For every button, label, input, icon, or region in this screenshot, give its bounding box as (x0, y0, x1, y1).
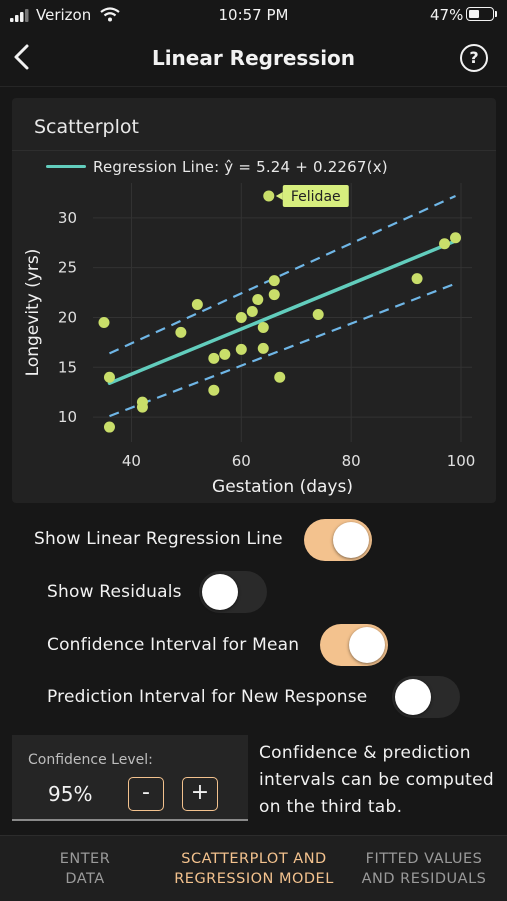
data-point (312, 308, 324, 320)
data-point (191, 299, 203, 311)
confidence-interval-toggle[interactable] (320, 624, 388, 666)
data-point (268, 289, 280, 301)
y-tick-label: 15 (58, 358, 77, 376)
data-point (274, 371, 286, 383)
data-point (439, 238, 451, 250)
x-tick-label: 60 (232, 452, 251, 470)
y-tick-label: 20 (58, 308, 77, 326)
confidence-level-label: Confidence Level: (28, 752, 153, 768)
annotation-pointer (275, 191, 283, 200)
confidence-underline (12, 819, 248, 821)
data-point (411, 273, 423, 285)
data-point (235, 311, 247, 323)
nav-divider (0, 86, 507, 87)
data-point (263, 190, 275, 202)
x-tick-label: 80 (342, 452, 361, 470)
confidence-interval-label: Confidence Interval for Mean (47, 635, 300, 655)
prediction-interval-label: Prediction Interval for New Response (47, 687, 368, 707)
confidence-level-value: 95% (48, 782, 93, 806)
data-point (219, 348, 231, 360)
card-divider (12, 150, 496, 151)
annotation-box (282, 184, 349, 207)
y-axis-label: Longevity (yrs) (23, 249, 43, 377)
y-tick-label: 30 (58, 209, 77, 227)
y-tick-label: 10 (58, 408, 77, 426)
x-tick-label: 40 (122, 452, 141, 470)
toggle-knob (349, 627, 385, 663)
data-point (257, 321, 269, 333)
interval-note: Confidence & prediction intervals can be… (259, 743, 494, 817)
confidence-band-upper (109, 194, 456, 355)
decrease-confidence-button[interactable]: - (128, 777, 164, 811)
signal-icon (10, 9, 29, 22)
battery-tip (495, 11, 497, 17)
show-regression-line-toggle[interactable] (304, 519, 372, 561)
legend-label: Regression Line: ŷ = 5.24 + 0.2267(x) (93, 158, 388, 176)
data-point (235, 343, 247, 355)
y-tick-label: 25 (58, 259, 77, 277)
wifi-icon (100, 7, 120, 22)
page-title: Linear Regression (151, 46, 356, 70)
data-point (103, 371, 115, 383)
data-point (175, 326, 187, 338)
carrier-label: Verizon (36, 6, 92, 24)
regression-line (107, 239, 458, 385)
confidence-band-lower (109, 282, 456, 418)
show-regression-line-label: Show Linear Regression Line (34, 529, 283, 549)
question-circle-icon[interactable]: ? (460, 44, 488, 72)
show-residuals-label: Show Residuals (47, 582, 182, 602)
scatterplot-chart: 40 60 80 100 10 15 20 25 30 Gestation (days) Longe… (23, 183, 476, 497)
data-point (208, 352, 220, 364)
card-title: Scatterplot (34, 116, 139, 138)
data-point (103, 421, 115, 433)
data-point (268, 275, 280, 287)
increase-confidence-button[interactable]: + (182, 777, 218, 811)
data-point (257, 342, 269, 354)
toggle-knob (395, 679, 431, 715)
data-point (136, 401, 148, 413)
tab-bar (0, 835, 507, 901)
show-residuals-toggle[interactable] (199, 571, 267, 613)
data-point (208, 384, 220, 396)
x-axis-label: Gestation (days) (212, 477, 353, 497)
toggle-knob (333, 522, 369, 558)
tab-scatterplot[interactable]: SCATTERPLOT AND REGRESSION MODEL (174, 851, 334, 887)
tab-fitted-values[interactable]: FITTED VALUES AND RESIDUALS (361, 851, 487, 887)
x-tick-label: 100 (447, 452, 476, 470)
data-point (252, 294, 264, 306)
clock: 10:57 PM (218, 6, 289, 24)
data-point (450, 232, 462, 244)
prediction-interval-toggle[interactable] (392, 676, 460, 718)
battery-icon (466, 7, 494, 21)
legend-line-swatch (46, 165, 86, 168)
tab-enter-data[interactable]: ENTER DATA (59, 851, 111, 887)
data-point (98, 316, 110, 328)
status-bar: Verizon 10:57 PM 47% (0, 0, 507, 32)
toggle-knob (202, 574, 238, 610)
battery-percent: 47% (430, 6, 464, 24)
annotation-label: Felidae (291, 189, 341, 205)
data-point (246, 306, 258, 318)
chevron-left-icon[interactable] (10, 42, 36, 72)
